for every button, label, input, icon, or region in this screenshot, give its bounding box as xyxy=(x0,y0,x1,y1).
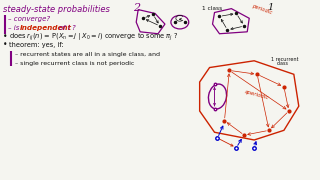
Text: 2: 2 xyxy=(133,3,140,13)
Text: does $r_{ij}(n)$ = $\mathrm{P}(X_n = j \mid X_0 = i)$ converge to some $\pi_j$ ?: does $r_{ij}(n)$ = $\mathrm{P}(X_n = j \… xyxy=(9,31,179,43)
Text: – single recurrent class is not periodic: – single recurrent class is not periodic xyxy=(15,61,135,66)
Text: – is: – is xyxy=(8,25,22,31)
Text: 1 class: 1 class xyxy=(202,6,222,11)
Text: – converge?: – converge? xyxy=(8,16,51,22)
Text: class: class xyxy=(277,61,289,66)
Text: of $i$ ?: of $i$ ? xyxy=(56,23,77,32)
Text: steady-state probabilities: steady-state probabilities xyxy=(4,6,110,15)
Text: •: • xyxy=(4,31,8,40)
Text: aperiodic: aperiodic xyxy=(244,89,270,100)
Text: •: • xyxy=(4,40,8,49)
Text: 1 recurrent: 1 recurrent xyxy=(271,57,299,62)
Text: theorem: yes, if:: theorem: yes, if: xyxy=(9,42,64,48)
Text: periodic: periodic xyxy=(251,3,273,15)
Text: Independent: Independent xyxy=(20,25,72,31)
Text: 1: 1 xyxy=(267,3,273,12)
Text: – recurrent states are all in a single class, and: – recurrent states are all in a single c… xyxy=(15,52,160,57)
